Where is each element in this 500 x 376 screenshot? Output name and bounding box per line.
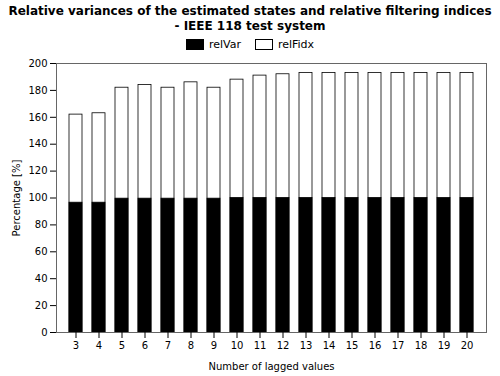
- svg-text:13: 13: [300, 340, 313, 351]
- svg-text:Number of lagged values: Number of lagged values: [209, 361, 335, 372]
- svg-text:Percentage [%]: Percentage [%]: [11, 160, 22, 237]
- svg-text:60: 60: [35, 246, 48, 257]
- svg-text:12: 12: [277, 340, 290, 351]
- svg-text:10: 10: [231, 340, 244, 351]
- svg-text:18: 18: [415, 340, 428, 351]
- svg-text:20: 20: [461, 340, 474, 351]
- svg-text:0: 0: [41, 327, 47, 338]
- svg-text:120: 120: [28, 165, 47, 176]
- svg-text:180: 180: [28, 85, 47, 96]
- svg-text:15: 15: [346, 340, 359, 351]
- html-text:Relative variances of the esti: Relative variances of the estimated stat…: [8, 4, 492, 33]
- svg-text:9: 9: [211, 340, 217, 351]
- svg-text:4: 4: [96, 340, 102, 351]
- svg-text:140: 140: [28, 138, 47, 149]
- svg-text:16: 16: [369, 340, 382, 351]
- svg-text:40: 40: [35, 273, 48, 284]
- svg-text:14: 14: [323, 340, 336, 351]
- svg-text:200: 200: [28, 58, 47, 69]
- svg-text:6: 6: [142, 340, 148, 351]
- svg-text:11: 11: [254, 340, 267, 351]
- svg-text:7: 7: [165, 340, 171, 351]
- html-text:relVar: relVar: [208, 38, 241, 51]
- svg-text:5: 5: [119, 340, 125, 351]
- svg-text:17: 17: [392, 340, 405, 351]
- svg-text:80: 80: [35, 219, 48, 230]
- svg-text:8: 8: [188, 340, 194, 351]
- svg-text:19: 19: [438, 340, 451, 351]
- svg-text:3: 3: [73, 340, 79, 351]
- html-text:relFidx: relFidx: [277, 38, 315, 51]
- svg-text:160: 160: [28, 112, 47, 123]
- svg-text:100: 100: [28, 192, 47, 203]
- svg-text:20: 20: [35, 300, 48, 311]
